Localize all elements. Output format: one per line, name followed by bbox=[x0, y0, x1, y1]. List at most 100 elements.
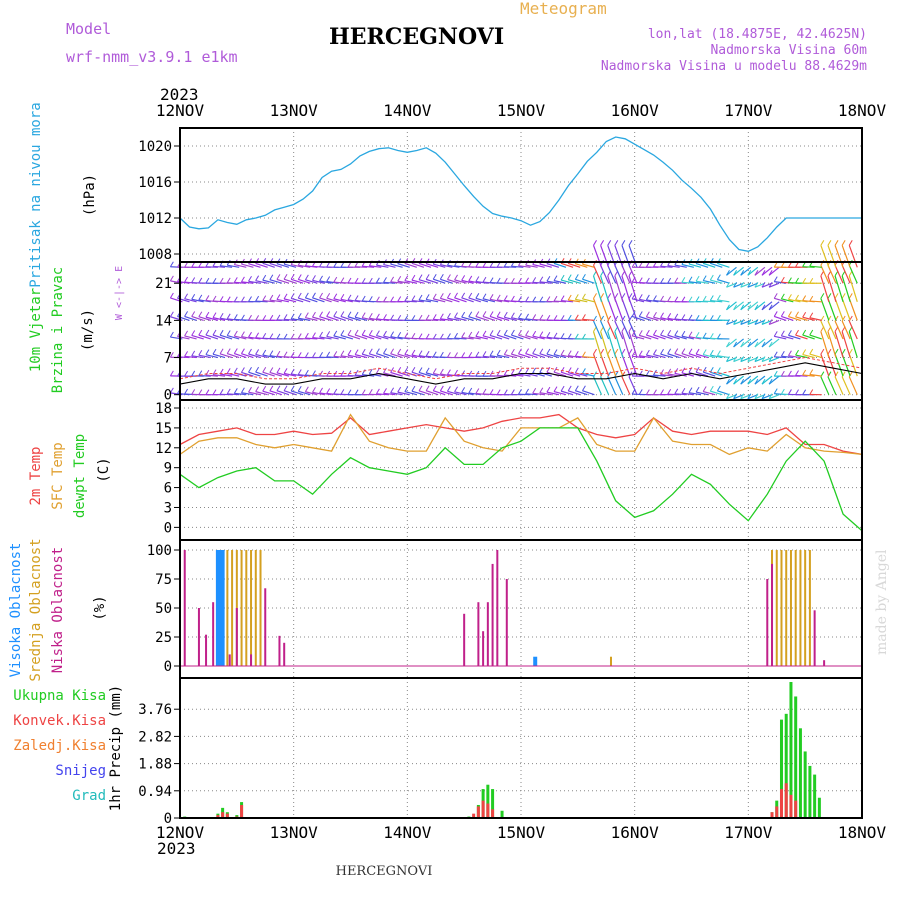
cloud-bar bbox=[235, 608, 238, 666]
wind-barb-tick bbox=[695, 386, 700, 393]
wind-barb bbox=[568, 355, 581, 359]
wind-barb-tick bbox=[660, 389, 664, 395]
wind-barb bbox=[600, 245, 610, 268]
wind-barb-tick bbox=[233, 277, 238, 283]
wind-barb-tick bbox=[326, 331, 331, 337]
wind-barb bbox=[681, 352, 695, 359]
wind-barb-tick bbox=[795, 294, 799, 301]
wind-barb-tick bbox=[834, 348, 839, 355]
wind-barb-tick bbox=[489, 389, 494, 395]
wind-barb bbox=[191, 298, 204, 303]
wind-barb bbox=[607, 320, 617, 340]
wind-barb-tick bbox=[560, 349, 565, 356]
wind-barb-tick bbox=[255, 275, 260, 281]
wind-barb-tick bbox=[761, 319, 766, 325]
wind-barb bbox=[532, 281, 545, 284]
wind-barb-tick bbox=[361, 348, 366, 355]
wind-barb-tick bbox=[802, 389, 807, 395]
ytick-label: 0 bbox=[164, 659, 172, 675]
wind-barb bbox=[497, 354, 510, 359]
wind-barb-tick bbox=[518, 348, 522, 355]
precip-legend-item: Zaledj.Kisa bbox=[13, 738, 106, 754]
wind-barb-tick bbox=[361, 277, 366, 284]
wind-barb-tick bbox=[539, 276, 544, 283]
wind-barb-tick bbox=[276, 274, 281, 280]
cloud-bar bbox=[215, 550, 220, 666]
wind-barb-tick bbox=[809, 389, 814, 395]
wind-barb-tick bbox=[645, 294, 650, 301]
cloud-bar bbox=[228, 654, 231, 666]
wind-barb bbox=[754, 301, 766, 311]
wind-barb bbox=[802, 316, 815, 321]
precip-bar bbox=[775, 806, 779, 818]
wind-barb-tick bbox=[702, 332, 707, 339]
wind-barb-tick bbox=[761, 378, 766, 385]
wind-barb-tick bbox=[212, 277, 217, 284]
wind-barb-tick bbox=[788, 389, 792, 395]
wind-barb bbox=[340, 355, 353, 359]
wind-barb-tick bbox=[567, 350, 572, 356]
wind-barb-tick bbox=[482, 276, 487, 283]
wind-barb-tick bbox=[809, 369, 814, 375]
wind-barb bbox=[841, 331, 851, 358]
wind-barb bbox=[184, 335, 197, 340]
wind-barb bbox=[326, 315, 339, 321]
wind-barb-tick bbox=[653, 349, 657, 355]
wind-barb-tick bbox=[532, 348, 537, 354]
wind-barb bbox=[518, 334, 531, 340]
wind-barb-tick bbox=[468, 311, 473, 317]
wind-barb-tick bbox=[674, 296, 679, 302]
wind-barb-tick bbox=[532, 367, 537, 374]
wind-barb bbox=[560, 371, 574, 377]
wind-barb bbox=[781, 315, 794, 321]
wind-barb bbox=[539, 281, 552, 284]
wind-barb-tick bbox=[574, 274, 579, 280]
wind-barb bbox=[827, 245, 837, 268]
wind-barb bbox=[660, 353, 673, 359]
wind-barb bbox=[319, 297, 332, 303]
wind-barb-tick bbox=[397, 296, 402, 302]
wind-barb bbox=[248, 263, 261, 268]
wind-barb-tick bbox=[688, 387, 693, 393]
wind-axis-label-1: 10m Vjetar bbox=[28, 288, 44, 372]
wind-barb-tick bbox=[368, 312, 373, 319]
wind-barb-tick bbox=[283, 385, 288, 391]
wind-barb bbox=[234, 263, 247, 268]
wind-barb-tick bbox=[184, 370, 189, 377]
wind-barb-tick bbox=[319, 275, 323, 282]
wind-barb-tick bbox=[574, 367, 579, 374]
high-cloud-label: Visoka Oblacnost bbox=[8, 543, 24, 678]
wind-barb-tick bbox=[248, 276, 252, 282]
wind-barb bbox=[726, 394, 737, 400]
wind-barb bbox=[425, 263, 439, 268]
wind-barb-tick bbox=[411, 366, 416, 373]
wind-barb bbox=[607, 331, 617, 358]
wind-barb-tick bbox=[169, 387, 174, 394]
wind-barb-tick bbox=[240, 331, 245, 337]
wind-barb bbox=[820, 245, 830, 268]
wind-barb bbox=[660, 373, 673, 377]
wind-barb-tick bbox=[184, 351, 189, 357]
wind-barb-tick bbox=[695, 366, 700, 373]
wind-barb bbox=[425, 390, 439, 396]
wind-barb bbox=[681, 392, 694, 396]
wind-barb bbox=[848, 376, 858, 395]
wind-barb bbox=[461, 336, 474, 340]
wind-barb bbox=[560, 390, 574, 396]
wind-barb bbox=[600, 264, 610, 284]
wind-barb bbox=[717, 262, 730, 268]
wind-barb-tick bbox=[468, 351, 473, 358]
wind-barb bbox=[276, 372, 290, 377]
wind-barb bbox=[340, 298, 353, 303]
wind-barb-tick bbox=[212, 312, 217, 318]
wind-barb bbox=[383, 392, 396, 396]
wind-barb-tick bbox=[574, 350, 579, 357]
wind-barb-tick bbox=[702, 315, 707, 321]
wind-barb bbox=[621, 275, 631, 302]
wind-barb-tick bbox=[205, 295, 210, 301]
wind-barb bbox=[631, 315, 645, 321]
precip-bar bbox=[486, 803, 490, 818]
cloud-bar bbox=[226, 550, 229, 666]
wind-barb-tick bbox=[525, 296, 530, 302]
wind-barb bbox=[546, 353, 560, 359]
